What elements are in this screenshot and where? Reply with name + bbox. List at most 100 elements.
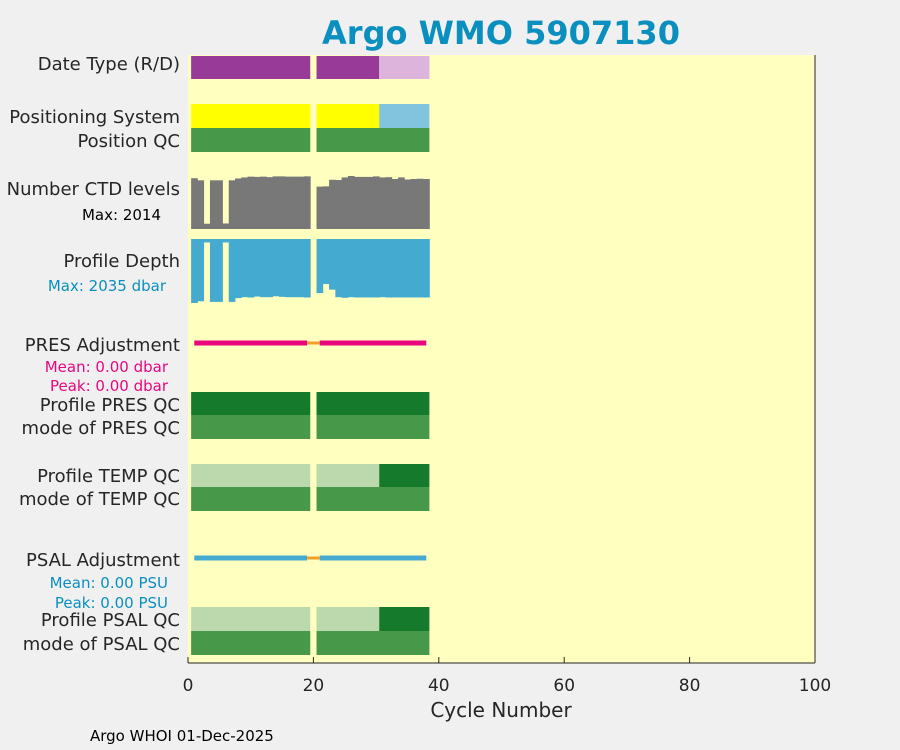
profile-depth-bar-cycle-37 (416, 239, 424, 298)
ctd-level-bar-cycle-26 (347, 176, 355, 229)
positioning-system-segment-0-0 (191, 104, 311, 128)
ctd-level-bar-cycle-19 (303, 176, 311, 229)
ctd-level-bar-cycle-38 (423, 179, 430, 229)
x-tick-label-40: 40 (428, 676, 450, 696)
positioning-system-segment-1-0 (379, 104, 430, 128)
profile-depth-bar-cycle-4 (209, 239, 217, 302)
mode-psal-qc-segment-0-1 (316, 631, 430, 655)
ctd-level-bar-cycle-1 (191, 178, 198, 229)
profile-depth-bar-cycle-7 (228, 239, 236, 302)
label-pres-adjustment: PRES Adjustment (25, 335, 180, 356)
ctd-level-bar-cycle-35 (404, 179, 411, 229)
position-qc-segment-0-0 (191, 128, 311, 152)
pres-peak-value: Peak: 0.00 dbar (50, 377, 169, 395)
profile-depth-bar-cycle-27 (354, 239, 361, 298)
label-profile-depth: Profile Depth (63, 251, 180, 272)
profile-temp-qc-segment-1-0 (379, 464, 430, 487)
label-profile-pres-qc: Profile PRES QC (40, 395, 180, 416)
ctd-level-bar-cycle-25 (341, 177, 349, 229)
profile-depth-bar-cycle-32 (385, 239, 393, 298)
profile-depth-bar-cycle-31 (379, 239, 386, 298)
position-qc-segment-0-1 (316, 128, 430, 152)
chart-title: Argo WMO 5907130 (322, 14, 680, 52)
profile-depth-bar-cycle-22 (322, 239, 330, 284)
mode-pres-qc-segment-0-0 (191, 415, 311, 439)
footer-credit: Argo WHOI 01-Dec-2025 (90, 727, 274, 745)
ctd-level-bar-cycle-3 (203, 223, 211, 229)
profile-depth-bar-cycle-6 (222, 239, 230, 243)
x-axis: 0 20 40 60 80 100 (183, 55, 831, 696)
ctd-level-bar-cycle-18 (297, 176, 305, 229)
profile-depth-bar-cycle-1 (191, 239, 198, 303)
label-date-type: Date Type (R/D) (38, 54, 180, 75)
profile-depth-bar-cycle-19 (303, 239, 311, 298)
ctd-level-bar-cycle-33 (391, 179, 399, 229)
mode-temp-qc-segment-0-1 (316, 487, 430, 511)
label-mode-psal-qc: mode of PSAL QC (23, 634, 180, 655)
mode-temp-qc-segment-0-0 (191, 487, 311, 511)
x-axis-label: Cycle Number (430, 698, 572, 722)
profile-depth-bar-cycle-9 (241, 239, 248, 298)
date-type-segment-0-1 (316, 56, 380, 79)
plot-area (188, 55, 815, 663)
ctd-level-bar-cycle-12 (260, 176, 267, 229)
ctd-level-bar-cycle-37 (416, 178, 424, 229)
profile-temp-qc-segment-0-0 (191, 464, 311, 487)
profile-depth-bar-cycle-16 (285, 239, 292, 298)
profile-depth-bar-cycle-21 (316, 239, 324, 294)
profile-psal-qc-segment-1-0 (379, 607, 430, 631)
ctd-level-bar-cycle-28 (360, 176, 368, 229)
ctd-level-bar-cycle-2 (197, 180, 205, 229)
label-profile-psal-qc: Profile PSAL QC (41, 610, 180, 631)
psal-mean-value: Mean: 0.00 PSU (50, 574, 168, 592)
profile-psal-qc-segment-0-0 (191, 607, 311, 631)
profile-depth-bar-cycle-12 (260, 239, 267, 298)
profile-depth-bar-cycle-24 (335, 239, 343, 298)
x-tick-label-80: 80 (679, 676, 701, 696)
ctd-level-bar-cycle-8 (235, 178, 242, 229)
ctd-level-bar-cycle-9 (241, 177, 248, 229)
profile-depth-bar-cycle-18 (297, 239, 305, 298)
label-ctd-levels: Number CTD levels (7, 179, 180, 200)
profile-depth-bar-cycle-13 (266, 239, 274, 298)
profile-pres-qc-segment-0-1 (316, 392, 430, 415)
label-position-qc: Position QC (77, 131, 180, 152)
profile-depth-bar-cycle-29 (366, 239, 374, 298)
profile-depth-bar-cycle-14 (272, 239, 280, 297)
profile-depth-bar-cycle-23 (329, 239, 336, 290)
ctd-level-bar-cycle-36 (410, 179, 418, 229)
ctd-max-value: Max: 2014 (82, 206, 161, 224)
ctd-level-bar-cycle-5 (216, 180, 223, 229)
ctd-level-bar-cycle-13 (266, 177, 274, 229)
mode-psal-qc-segment-0-0 (191, 631, 311, 655)
profile-temp-qc-segment-0-1 (316, 464, 380, 487)
profile-depth-bar-cycle-10 (247, 239, 255, 298)
x-tick-label-20: 20 (303, 676, 325, 696)
psal-peak-value: Peak: 0.00 PSU (55, 594, 168, 612)
ctd-level-bar-cycle-23 (329, 179, 336, 229)
label-positioning-system: Positioning System (9, 107, 180, 128)
profile-depth-bar-cycle-11 (253, 239, 261, 297)
ctd-level-bar-cycle-34 (398, 177, 405, 229)
ctd-level-bar-cycle-24 (335, 180, 343, 229)
x-tick-label-60: 60 (553, 676, 575, 696)
profile-depth-bar-cycle-35 (404, 239, 411, 298)
profile-depth-bar-cycle-15 (278, 239, 286, 297)
ctd-level-bar-cycle-22 (322, 186, 330, 229)
depth-max-value: Max: 2035 dbar (48, 277, 167, 295)
ctd-level-bar-cycle-29 (366, 176, 374, 229)
profile-depth-bar-cycle-25 (341, 239, 349, 298)
date-type-segment-1-0 (379, 56, 430, 79)
ctd-level-bar-cycle-16 (285, 176, 292, 229)
profile-depth-bar-cycle-8 (235, 239, 242, 299)
profile-psal-qc-segment-0-1 (316, 607, 380, 631)
ctd-level-bar-cycle-17 (291, 176, 299, 229)
ctd-level-bar-cycle-32 (385, 177, 393, 229)
profile-depth-bar-cycle-30 (372, 239, 380, 298)
ctd-level-bar-cycle-30 (372, 176, 380, 229)
ctd-level-bar-cycle-31 (379, 177, 386, 229)
x-tick-label-100: 100 (799, 676, 831, 696)
ctd-level-bar-cycle-15 (278, 176, 286, 229)
profile-depth-bar-cycle-36 (410, 239, 418, 298)
ctd-level-bar-cycle-4 (209, 180, 217, 229)
